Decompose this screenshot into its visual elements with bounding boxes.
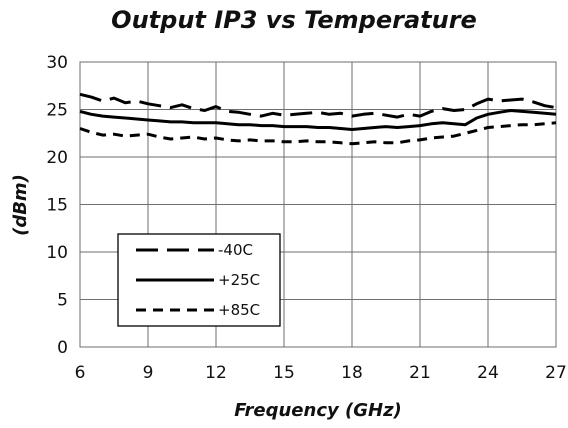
y-tick-label: 30 bbox=[46, 53, 68, 73]
y-tick-label: 5 bbox=[57, 291, 68, 311]
y-tick-label: 25 bbox=[46, 101, 68, 121]
y-tick-label: 15 bbox=[46, 196, 68, 216]
legend-label: +85C bbox=[218, 301, 260, 319]
x-tick-label: 15 bbox=[273, 363, 295, 383]
x-tick-label: 18 bbox=[341, 363, 363, 383]
x-tick-label: 27 bbox=[545, 363, 567, 383]
series-line-85C bbox=[79, 121, 557, 146]
y-tick-label: 20 bbox=[46, 148, 68, 168]
x-tick-label: 6 bbox=[75, 363, 86, 383]
legend: -40C +25C +85C bbox=[117, 233, 281, 327]
chart-title: Output IP3 vs Temperature bbox=[111, 6, 477, 34]
legend-label: -40C bbox=[218, 241, 253, 259]
legend-label: +25C bbox=[218, 271, 260, 289]
plot-frame bbox=[79, 61, 557, 348]
y-tick-label: 0 bbox=[57, 338, 68, 358]
x-tick-label: 21 bbox=[409, 363, 431, 383]
x-tick-label: 9 bbox=[143, 363, 154, 383]
y-axis-label: (dBm) bbox=[10, 174, 31, 236]
series-line-25C bbox=[79, 109, 557, 131]
y-tick-label: 10 bbox=[46, 243, 68, 263]
series-line-40C bbox=[79, 92, 557, 119]
x-tick-label: 24 bbox=[477, 363, 499, 383]
x-tick-label: 12 bbox=[205, 363, 227, 383]
x-axis-label: Frequency (GHz) bbox=[234, 400, 402, 421]
